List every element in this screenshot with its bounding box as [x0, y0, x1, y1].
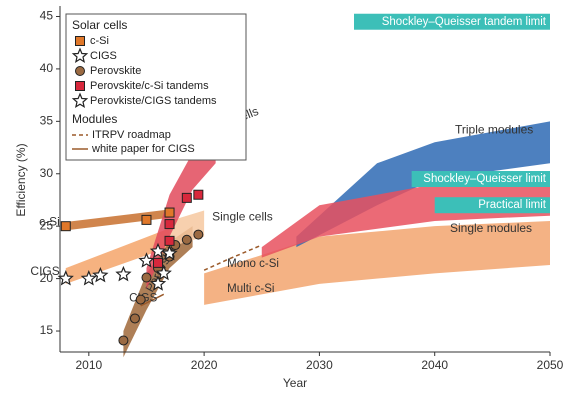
- marker: [75, 81, 85, 91]
- marker: [149, 275, 167, 291]
- legend: Solar cells c-Si CIGS Perovskite Perovskite/…: [65, 13, 247, 161]
- marker: [71, 92, 89, 108]
- marker: [164, 219, 175, 230]
- annotation: Mono c-Si: [227, 258, 279, 270]
- marker: [129, 313, 140, 324]
- line: [140, 293, 165, 307]
- legend-box: [65, 13, 247, 161]
- y-tick-label: 25: [40, 218, 54, 232]
- marker: [57, 270, 74, 286]
- annotation: Multi c-Si: [227, 283, 274, 295]
- band-label: Triple modules: [455, 122, 533, 136]
- marker: [181, 234, 192, 245]
- legend-label: CIGS: [90, 50, 117, 62]
- marker: [135, 294, 146, 305]
- marker: [138, 252, 155, 268]
- band-label: Single cells: [212, 210, 273, 224]
- marker: [149, 242, 167, 259]
- y-tick-label: 35: [40, 114, 54, 128]
- marker: [141, 214, 152, 225]
- marker: [60, 221, 71, 232]
- marker: [115, 265, 132, 282]
- limit-band: [411, 171, 550, 187]
- band: [204, 220, 550, 305]
- x-tick-label: 2020: [191, 358, 218, 372]
- legend-label: Perovskite: [90, 65, 141, 77]
- marker: [118, 335, 129, 346]
- line: [203, 244, 263, 271]
- legend-title: Modules: [72, 112, 117, 126]
- marker: [75, 66, 85, 76]
- band: [296, 121, 550, 248]
- limit-label: Shockley–Queisser tandem limit: [382, 16, 547, 28]
- band: [261, 173, 550, 258]
- x-tick-label: 2010: [75, 358, 102, 372]
- band: [65, 209, 170, 231]
- y-tick-label: 45: [40, 9, 54, 23]
- marker: [75, 36, 85, 46]
- limit-band: [434, 197, 550, 214]
- band: [123, 226, 193, 358]
- x-tick-label: 2050: [537, 358, 564, 372]
- y-tick-label: 20: [40, 271, 54, 285]
- band-label: CIGS: [30, 264, 59, 278]
- marker: [193, 229, 204, 240]
- legend-label: c-Si: [90, 35, 109, 47]
- legend-title: Solar cells: [72, 18, 127, 32]
- marker: [153, 257, 163, 268]
- x-tick-label: 2030: [306, 358, 333, 372]
- band: [65, 228, 170, 284]
- limit-band: [354, 13, 550, 30]
- legend-label: Perovskite/c-Si tandems: [90, 80, 209, 92]
- y-tick-label: 15: [40, 323, 54, 337]
- y-axis-label: Efficiency (%): [14, 143, 28, 216]
- limit-label: Shockley–Queisser limit: [423, 173, 547, 185]
- legend-label: ITRPV roadmap: [92, 129, 171, 141]
- marker: [141, 272, 152, 283]
- marker: [181, 192, 192, 203]
- band: [146, 121, 216, 290]
- marker: [164, 235, 175, 246]
- limit-label: Practical limit: [478, 199, 547, 211]
- marker: [92, 266, 109, 283]
- marker: [155, 264, 172, 281]
- y-tick-label: 30: [40, 166, 54, 180]
- marker: [164, 207, 175, 218]
- marker: [80, 270, 98, 286]
- marker: [161, 244, 178, 261]
- legend-label: white paper for CIGS: [91, 143, 195, 155]
- marker: [71, 47, 89, 63]
- marker: [193, 189, 204, 200]
- legend-label: Perovkiste/CIGS tandems: [90, 95, 217, 107]
- band-label: Single modules: [450, 221, 532, 235]
- x-axis-label: Year: [283, 376, 307, 390]
- x-tick-label: 2040: [421, 358, 448, 372]
- band-label: c-Si: [39, 214, 60, 228]
- y-tick-label: 40: [40, 61, 54, 75]
